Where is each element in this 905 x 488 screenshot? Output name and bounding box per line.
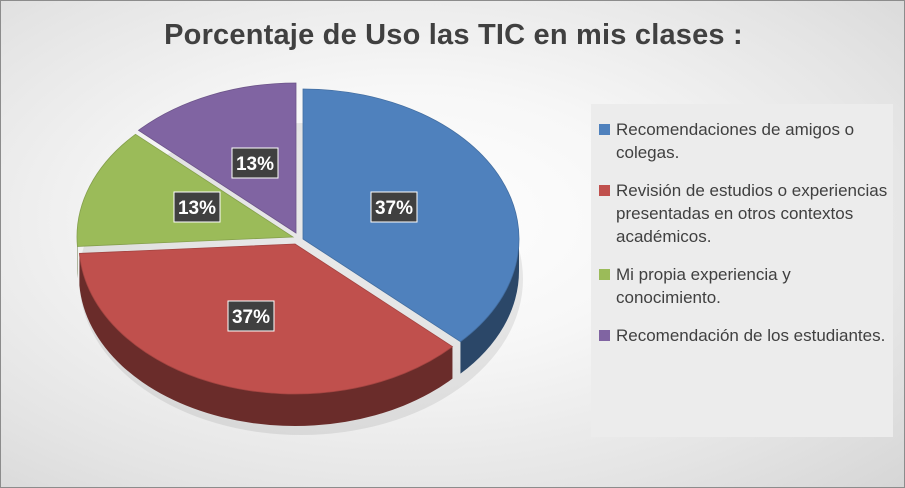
svg-text:37%: 37%: [375, 198, 413, 219]
svg-text:37%: 37%: [232, 307, 270, 328]
legend-swatch: [599, 330, 610, 341]
pie-slice-side: [79, 253, 453, 427]
legend-swatch: [599, 185, 610, 196]
legend-item: Revisión de estudios o experiencias pres…: [599, 179, 893, 248]
legend-swatch: [599, 124, 610, 135]
chart-title: Porcentaje de Uso las TIC en mis clases …: [164, 19, 743, 51]
svg-text:13%: 13%: [236, 154, 274, 175]
legend-item: Recomendaciones de amigos o colegas.: [599, 118, 893, 164]
legend-label: Revisión de estudios o experiencias pres…: [616, 181, 888, 246]
legend-swatch: [599, 269, 610, 280]
data-label: 13%: [231, 147, 279, 179]
legend-item: Recomendación de los estudiantes.: [599, 324, 893, 347]
legend-item: Mi propia experiencia y conocimiento.: [599, 263, 893, 309]
legend: Recomendaciones de amigos o colegas. Revi…: [591, 104, 893, 437]
pie-slice: [137, 82, 297, 234]
pie-slice-side: [460, 239, 519, 374]
legend-label: Recomendación de los estudiantes.: [616, 326, 886, 345]
data-label: 37%: [227, 300, 275, 332]
pie-slice: [76, 133, 295, 247]
data-label: 37%: [370, 191, 418, 223]
legend-label: Mi propia experiencia y conocimiento.: [616, 265, 791, 307]
svg-text:13%: 13%: [178, 198, 216, 219]
legend-label: Recomendaciones de amigos o colegas.: [616, 120, 855, 162]
data-label: 13%: [173, 191, 221, 223]
